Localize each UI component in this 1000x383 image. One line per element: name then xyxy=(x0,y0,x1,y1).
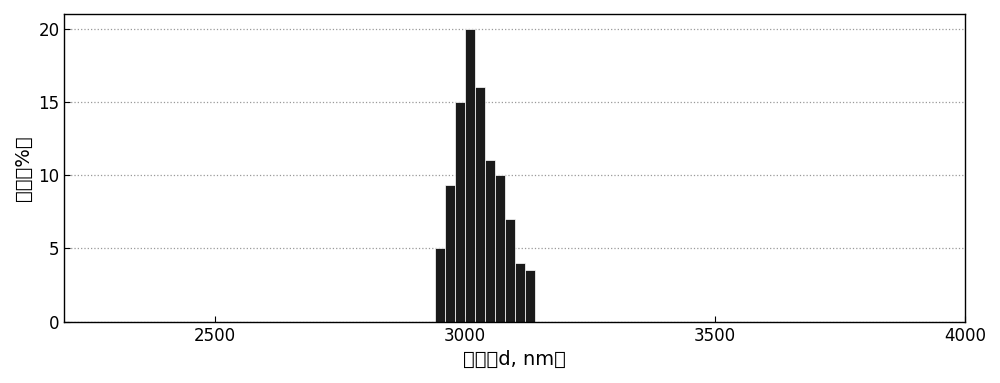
Bar xyxy=(435,249,445,322)
Bar xyxy=(515,263,525,322)
Bar xyxy=(465,29,475,322)
Y-axis label: 强度（%）: 强度（%） xyxy=(14,135,33,201)
Bar xyxy=(505,219,515,322)
X-axis label: 粒径（d, nm）: 粒径（d, nm） xyxy=(463,350,566,369)
Bar xyxy=(475,87,485,322)
Bar xyxy=(485,160,495,322)
Bar xyxy=(525,270,535,322)
Bar xyxy=(495,175,505,322)
Bar xyxy=(445,185,455,322)
Bar xyxy=(455,102,465,322)
